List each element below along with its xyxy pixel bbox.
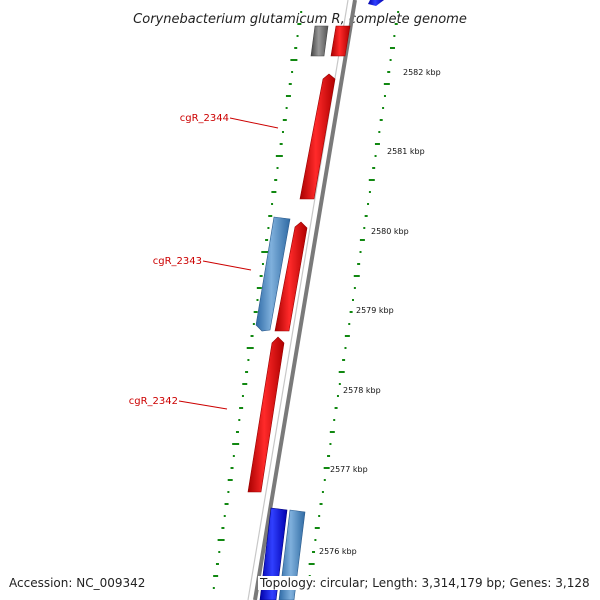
scale-tick-label: 2579 kbp [356, 306, 394, 315]
gene-label-cgR_2343[interactable]: cgR_2343 [153, 256, 202, 267]
scale-tick-label: 2578 kbp [343, 386, 381, 395]
gene-label-leader [229, 117, 279, 129]
scale-tick-label: 2580 kbp [371, 227, 409, 236]
gc-content-track-inner [212, 11, 303, 589]
scale-tick-label: 2581 kbp [387, 147, 425, 156]
gene-feature-cgR_2342[interactable] [247, 336, 285, 493]
gene-feature-cgR_2343[interactable] [274, 221, 308, 332]
gene-label-group: cgR_2344 cgR_2343 cgR_2342 [129, 113, 279, 410]
gene-feature-hypothetical[interactable] [310, 25, 329, 57]
gene-features [247, 0, 384, 600]
gene-feature-reverse-steel-1[interactable] [255, 216, 291, 332]
gene-label-leader [202, 260, 252, 271]
scale-tick-label: 2576 kbp [319, 547, 357, 556]
gene-label-leader [178, 400, 228, 410]
gene-feature-cgR_2344[interactable] [299, 73, 336, 200]
gene-label-cgR_2344[interactable]: cgR_2344 [180, 113, 229, 124]
topology-summary: Topology: circular; Length: 3,314,179 bp… [258, 576, 592, 590]
scale-tick-label: 2582 kbp [403, 68, 441, 77]
accession-label: Accession: NC_009342 [9, 576, 150, 590]
gene-feature-top-blue[interactable] [368, 0, 384, 6]
scale-tick-label: 2577 kbp [330, 465, 368, 474]
map-title: Corynebacterium glutamicum R, complete g… [133, 12, 467, 27]
gene-feature-top-forward[interactable] [330, 25, 351, 57]
gc-content-track-outer [306, 11, 400, 589]
scale-ruler: 2582 kbp 2581 kbp 2580 kbp 2579 kbp 2578… [319, 68, 441, 556]
gene-label-cgR_2342[interactable]: cgR_2342 [129, 396, 178, 407]
